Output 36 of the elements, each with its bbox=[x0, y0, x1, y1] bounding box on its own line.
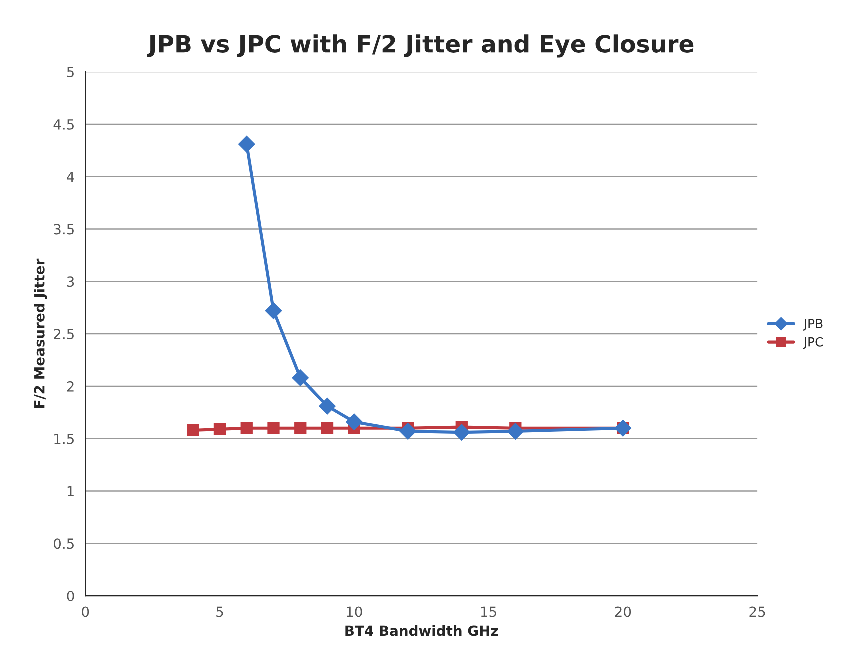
x-axis-title: BT4 Bandwidth GHz bbox=[346, 625, 498, 636]
legend-label: JPC bbox=[803, 337, 824, 350]
x-tick-label: 20 bbox=[615, 606, 632, 618]
y-tick-label: 5 bbox=[67, 67, 74, 78]
y-tick-label: 4.5 bbox=[54, 120, 74, 130]
x-tick-label: 10 bbox=[347, 606, 362, 618]
point bbox=[400, 423, 417, 440]
y-tick-label: 0 bbox=[67, 591, 74, 602]
point bbox=[240, 422, 253, 434]
point bbox=[346, 414, 363, 430]
y-tick-label: 3.5 bbox=[54, 224, 74, 235]
point bbox=[507, 423, 524, 440]
point bbox=[214, 423, 226, 436]
x-tick-label: 25 bbox=[750, 606, 766, 618]
x-tick-label: 0 bbox=[82, 606, 90, 618]
point bbox=[292, 370, 310, 386]
y-tick-label: 2.5 bbox=[54, 329, 74, 340]
x-tick-label: 5 bbox=[216, 606, 224, 618]
point bbox=[454, 424, 470, 441]
y-tick-label: 0.5 bbox=[54, 538, 74, 550]
y-tick-label: 1 bbox=[68, 486, 74, 497]
point bbox=[265, 302, 282, 320]
point bbox=[238, 136, 256, 153]
chart-title: JPB vs JPC with F/2 Jitter and Eye Closure bbox=[147, 34, 694, 58]
y-tick-label: 4 bbox=[67, 172, 74, 182]
y-axis-title: F/2 Measured Jitter bbox=[34, 258, 48, 408]
point bbox=[321, 422, 334, 434]
point bbox=[187, 424, 200, 437]
y-tick-label: 2 bbox=[67, 381, 74, 392]
y-tick-label: 3 bbox=[67, 276, 74, 288]
point bbox=[294, 422, 307, 434]
point bbox=[319, 398, 336, 415]
x-tick-label: 15 bbox=[481, 606, 496, 618]
point bbox=[268, 422, 280, 434]
legend-label: JPB bbox=[803, 319, 823, 331]
y-tick-label: 1.5 bbox=[54, 434, 74, 444]
